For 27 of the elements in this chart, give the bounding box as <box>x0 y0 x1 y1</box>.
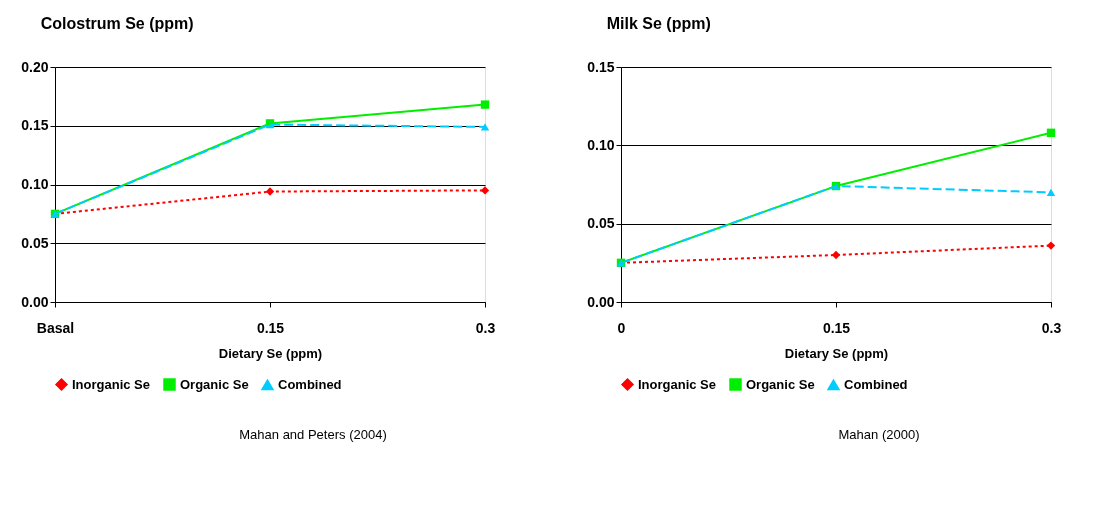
x-tick-label: 0.3 <box>1041 319 1062 336</box>
y-tick-label: 0.10 <box>21 176 49 192</box>
x-axis-title: Dietary Se (ppm) <box>784 345 889 361</box>
y-tick-label: 0.05 <box>587 215 615 232</box>
legend-label: Inorganic Se <box>72 376 151 392</box>
y-tick-label: 0.15 <box>587 58 615 75</box>
legend-label: Combined <box>844 376 908 392</box>
legend-label: Combined <box>278 376 342 392</box>
chart-title: Colostrum Se (ppm) <box>40 15 194 32</box>
y-tick-label: 0.05 <box>21 234 49 251</box>
legend-label: Organic Se <box>180 376 249 392</box>
x-tick-label: 0.3 <box>475 319 496 336</box>
x-axis-title: Dietary Se (ppm) <box>218 345 323 361</box>
text: Mahan (2000) <box>838 427 920 442</box>
y-tick-label: 0.00 <box>587 293 615 310</box>
x-tick-label: 0.15 <box>822 319 851 336</box>
y-tick-label: 0.00 <box>21 293 49 310</box>
y-tick-label: 0.10 <box>587 136 615 153</box>
x-tick-label: Basal <box>36 319 75 336</box>
y-tick-label: 0.15 <box>21 117 49 134</box>
legend-label: Inorganic Se <box>638 376 717 392</box>
text: Mahan and Peters (2004) <box>239 427 387 442</box>
y-tick-label: 0.20 <box>21 58 49 75</box>
x-tick-label: 0.15 <box>256 319 285 336</box>
x-tick-label: 0 <box>617 319 626 336</box>
legend-label: Organic Se <box>746 376 815 392</box>
chart-title: Milk Se (ppm) <box>606 15 711 32</box>
